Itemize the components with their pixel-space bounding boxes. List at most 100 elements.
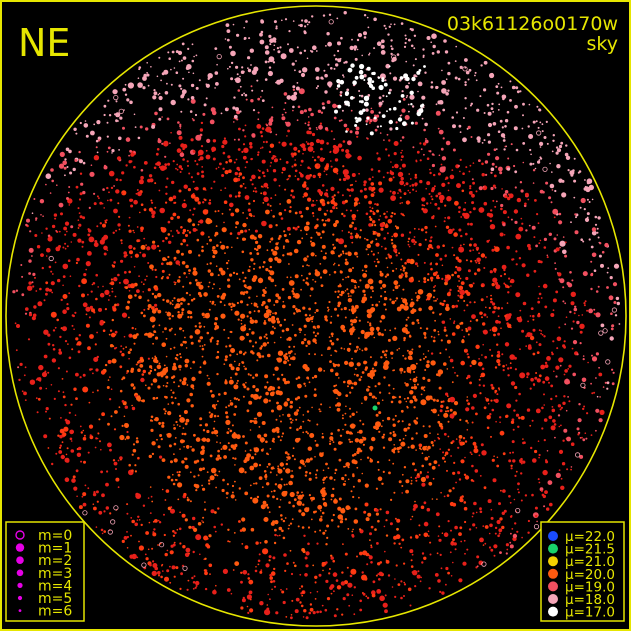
star: [205, 149, 208, 152]
star: [347, 298, 353, 303]
star: [149, 264, 154, 270]
star: [312, 338, 317, 343]
star: [439, 409, 443, 413]
star: [468, 68, 472, 72]
star: [259, 570, 263, 574]
star: [361, 54, 364, 57]
star: [452, 487, 455, 490]
star: [330, 315, 333, 318]
star: [335, 372, 339, 377]
star: [257, 169, 260, 171]
star: [329, 209, 333, 213]
star: [253, 462, 258, 468]
star: [289, 549, 292, 552]
star: [237, 148, 241, 151]
star: [329, 440, 331, 443]
star: [333, 262, 336, 265]
star: [371, 207, 374, 210]
star: [432, 339, 436, 343]
star: [244, 456, 250, 462]
star: [284, 18, 288, 21]
star: [429, 541, 432, 544]
star: [241, 66, 244, 69]
star: [136, 189, 139, 191]
star: [77, 350, 81, 354]
star: [216, 295, 220, 298]
star: [349, 380, 352, 383]
star: [402, 98, 406, 101]
star: [591, 354, 593, 357]
star: [533, 236, 536, 239]
star: [182, 158, 185, 161]
star: [27, 338, 31, 341]
star: [151, 268, 154, 271]
star: [316, 332, 320, 335]
star: [253, 310, 256, 313]
star: [391, 269, 395, 273]
star: [208, 479, 211, 482]
star: [194, 113, 198, 117]
star: [510, 532, 512, 535]
star: [470, 436, 473, 439]
star: [299, 601, 302, 604]
star: [436, 399, 439, 402]
star: [322, 469, 325, 472]
star: [433, 185, 436, 188]
star: [498, 532, 501, 535]
star: [356, 466, 359, 469]
star: [573, 312, 576, 315]
star: [72, 167, 76, 172]
star: [388, 471, 391, 475]
star: [143, 314, 146, 318]
star: [98, 510, 103, 515]
star: [409, 399, 414, 404]
star: [113, 185, 115, 187]
star: [377, 169, 381, 173]
star: [556, 148, 562, 153]
star: [232, 271, 236, 275]
star: [322, 497, 326, 501]
star: [356, 209, 359, 212]
star: [222, 139, 228, 145]
star: [501, 511, 505, 515]
star: [553, 370, 555, 373]
star: [219, 456, 222, 460]
star: [194, 186, 199, 191]
star: [529, 424, 532, 427]
star: [529, 315, 532, 317]
star: [386, 133, 389, 136]
star: [326, 195, 329, 198]
star: [206, 374, 209, 377]
star: [159, 455, 163, 459]
star: [340, 119, 343, 122]
star: [378, 578, 381, 581]
star: [591, 230, 597, 236]
star: [472, 181, 475, 185]
star: [270, 278, 275, 283]
star: [586, 181, 590, 185]
star: [410, 565, 414, 568]
star: [482, 330, 485, 333]
star: [441, 532, 444, 534]
star: [349, 130, 353, 134]
star: [315, 473, 317, 476]
star: [225, 415, 229, 419]
star: [521, 329, 525, 333]
star: [550, 397, 553, 401]
star: [405, 318, 408, 321]
star: [250, 598, 252, 601]
star: [380, 44, 385, 49]
star: [164, 91, 169, 95]
star: [269, 204, 272, 207]
star: [244, 195, 250, 200]
star: [385, 356, 388, 359]
star: [115, 119, 118, 123]
star: [96, 195, 99, 198]
star: [106, 186, 109, 190]
star: [373, 425, 377, 429]
star: [404, 274, 408, 278]
star: [391, 357, 393, 359]
star: [294, 175, 297, 177]
star: [162, 331, 164, 333]
star: [399, 167, 402, 170]
